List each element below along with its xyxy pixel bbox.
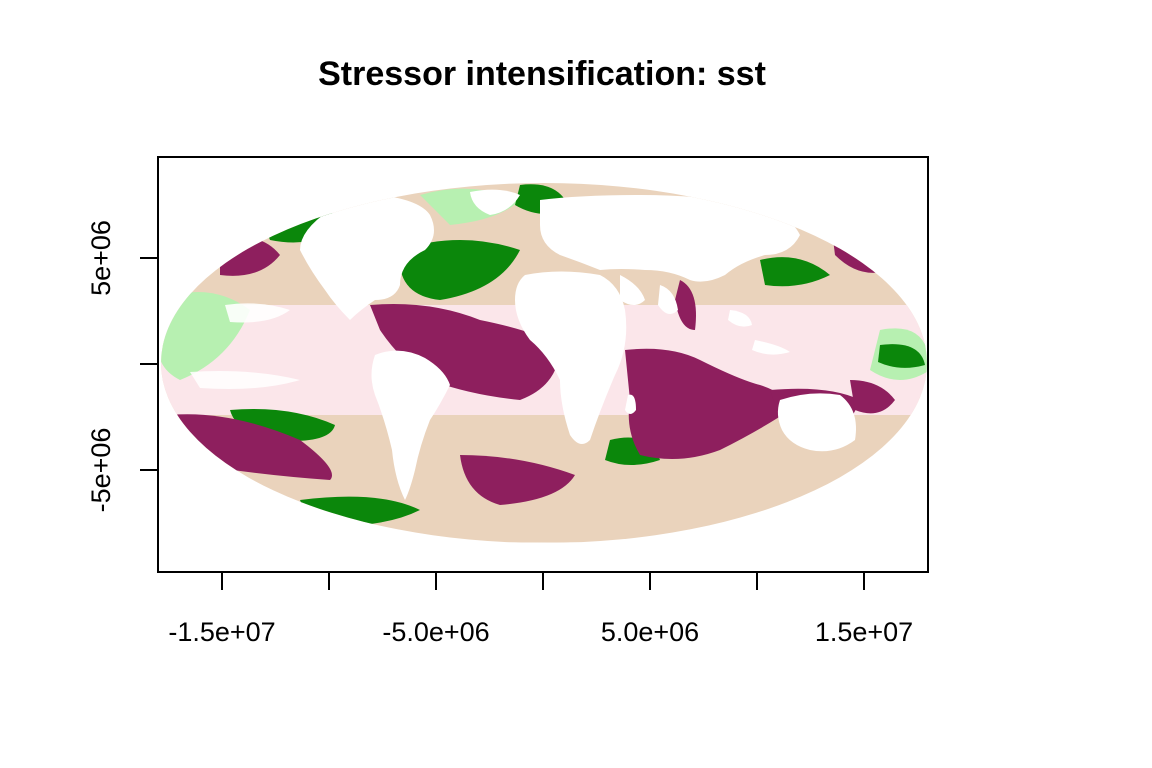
x-axis: [221, 572, 865, 590]
map-title: Stressor intensification: sst: [318, 55, 766, 93]
x-tick-label: -1.5e+07: [168, 617, 275, 647]
x-tick-label: 1.5e+07: [815, 617, 913, 647]
x-tick-label: 5.0e+06: [601, 617, 699, 647]
land-masses: [190, 189, 900, 543]
x-tick-label: -5.0e+06: [382, 617, 489, 647]
y-tick-label: -5e+06: [86, 428, 116, 513]
y-tick-label: 5e+06: [86, 220, 116, 296]
y-axis: [140, 257, 158, 471]
ocean-raster: [161, 183, 927, 543]
